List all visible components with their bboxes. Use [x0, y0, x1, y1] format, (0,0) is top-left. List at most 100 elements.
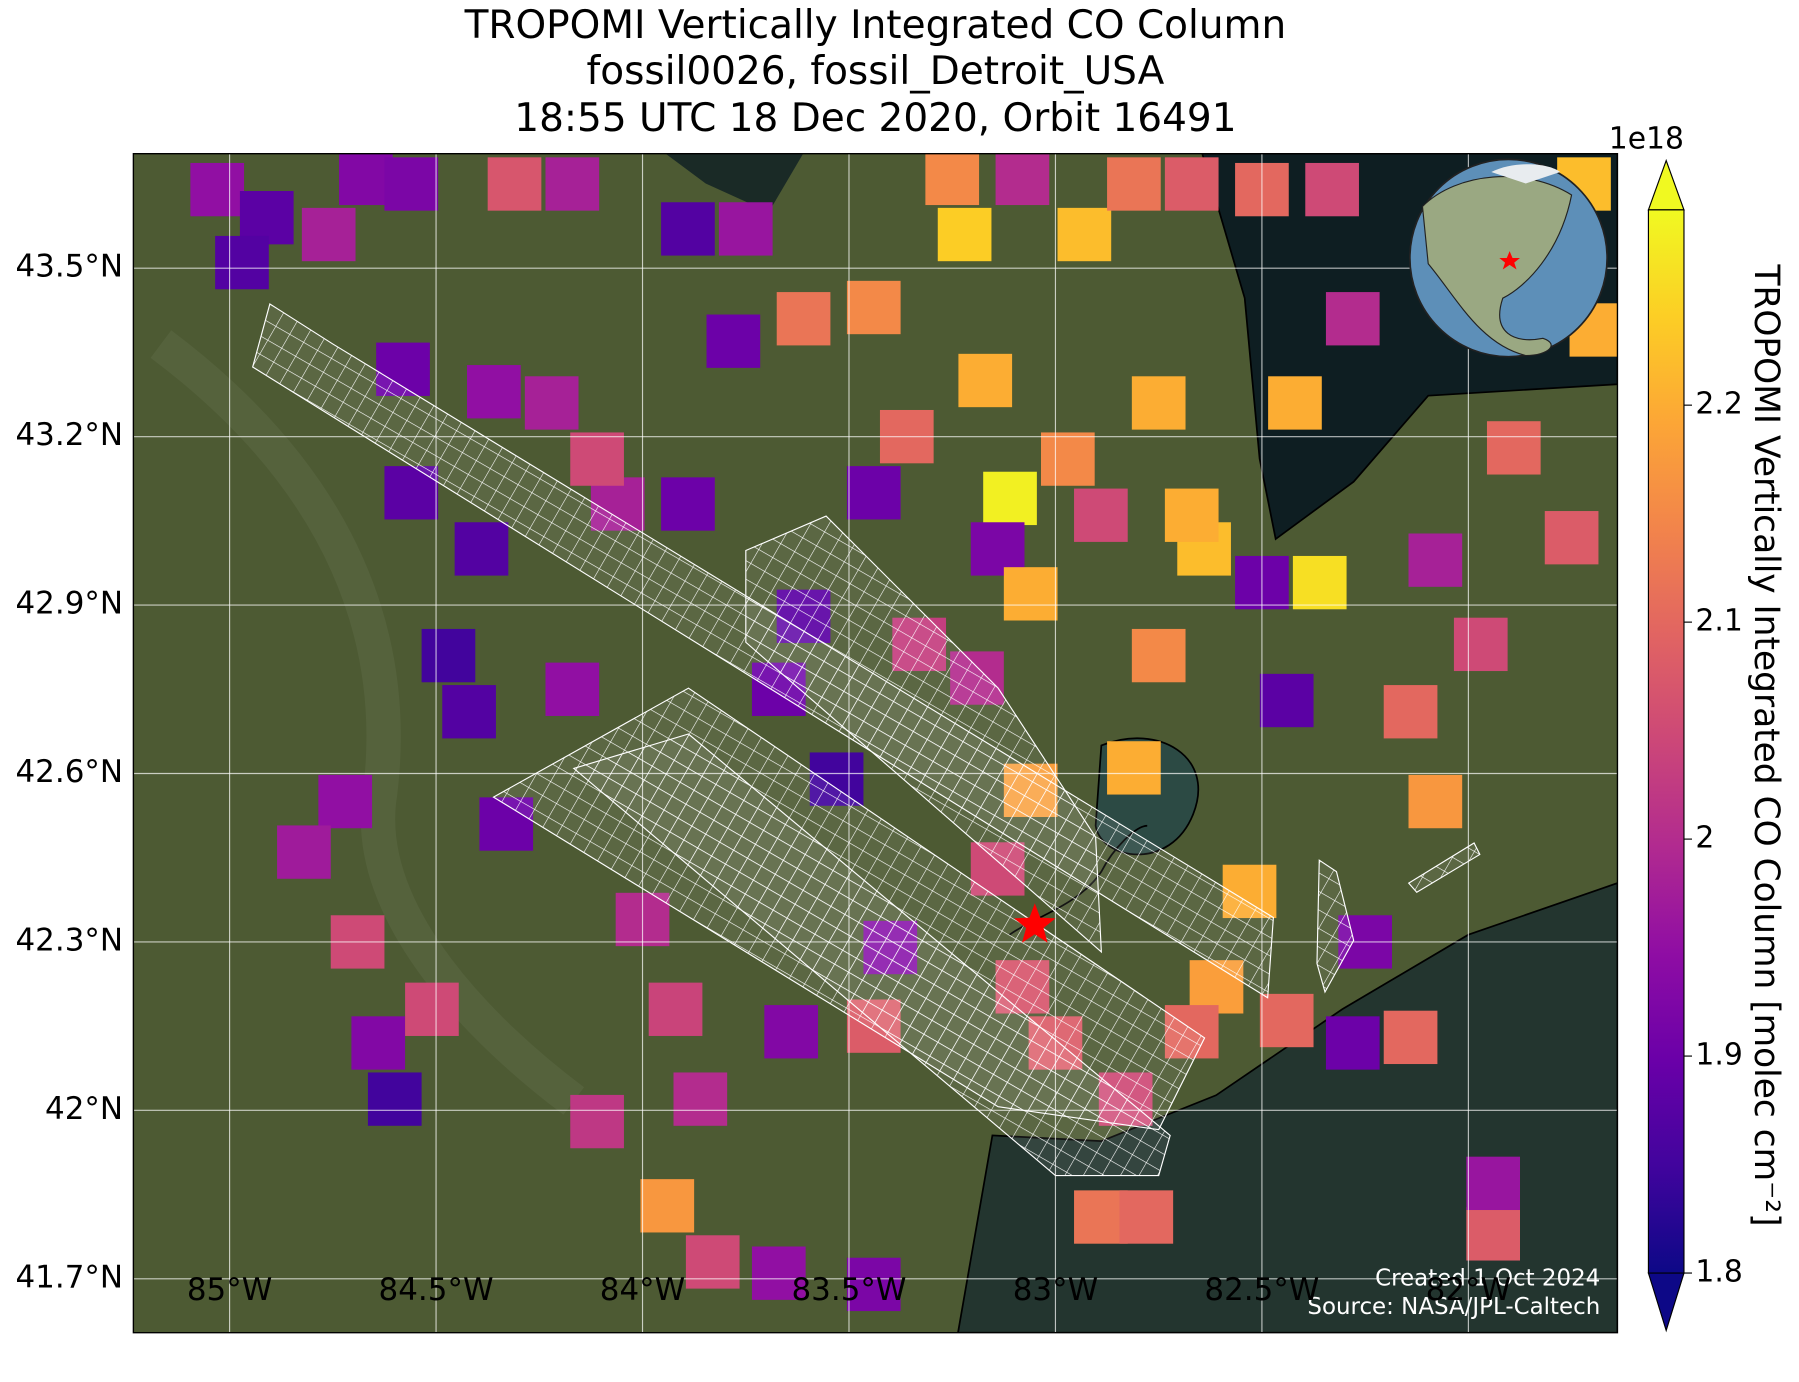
pixel-cell	[1107, 157, 1161, 211]
y-tick-label: 42.9°N	[15, 586, 123, 622]
y-tick-label: 43.5°N	[15, 249, 123, 285]
pixel-cell	[277, 825, 331, 879]
swath	[1407, 842, 1481, 894]
pixel-cell	[1466, 1156, 1521, 1211]
pixel-cell	[1268, 376, 1322, 430]
marker-layer	[1014, 903, 1056, 943]
pixel-cell	[685, 1235, 740, 1289]
pixel-cell	[570, 1094, 624, 1149]
pixel-cell	[1131, 628, 1186, 683]
pixel-cell	[318, 774, 373, 829]
x-tick-label: 83.5°W	[791, 1272, 906, 1308]
pixel-cell	[545, 157, 600, 211]
pixel-cell	[640, 1179, 695, 1233]
x-tick-label: 83°W	[1013, 1272, 1098, 1308]
globe-inset	[1409, 158, 1608, 358]
y-tick-label: 41.7°N	[15, 1259, 123, 1295]
x-tick-label: 84°W	[600, 1272, 685, 1308]
pixel-cell	[215, 235, 269, 290]
pixel-cell	[454, 522, 509, 576]
y-tick-label: 42.6°N	[15, 754, 123, 790]
pixel-cell	[925, 153, 980, 206]
title-line: TROPOMI Vertically Integrated CO Column	[464, 3, 1287, 48]
annotation: Created 1 Oct 2024	[1375, 1265, 1600, 1291]
pixel-cell	[1164, 488, 1219, 542]
y-tick-label: 42°N	[45, 1091, 123, 1127]
pixel-cell	[983, 471, 1037, 526]
x-tick-label: 82°W	[1426, 1272, 1511, 1308]
pixel-cell	[1305, 162, 1359, 217]
swath	[745, 515, 1102, 954]
pixel-cell	[937, 207, 992, 262]
colorbar-extend-min	[1647, 1272, 1685, 1333]
colorbar-tick-label: 1.8	[1695, 1255, 1742, 1290]
pixel-cell	[1119, 1190, 1174, 1244]
pixel-cell	[442, 685, 496, 739]
colorbar: 1e18 TROPOMI Vertically Integrated CO Co…	[1609, 121, 1786, 1333]
pixel-cell	[301, 207, 356, 262]
y-tick-label: 42.3°N	[15, 922, 123, 958]
pixel-cell	[1486, 421, 1541, 475]
pixel-cell	[367, 1072, 422, 1126]
x-tick-label: 84.5°W	[379, 1272, 494, 1308]
pixel-cell	[970, 522, 1025, 576]
pixel-cell	[570, 432, 624, 486]
pixel-cell	[384, 157, 439, 211]
colorbar-offset: 1e18	[1609, 121, 1684, 156]
pixel-cell	[1074, 1190, 1128, 1244]
pixel-cell	[1383, 685, 1438, 739]
swath	[572, 733, 1171, 1177]
pixel-cell	[239, 191, 294, 245]
pixel-cell	[405, 982, 459, 1036]
grid-layer	[133, 153, 1618, 1333]
pixel-cell	[524, 376, 579, 430]
pixel-cell	[467, 365, 521, 419]
pixel-cell	[846, 466, 901, 520]
pixel-cell	[1408, 774, 1463, 829]
pixel-cell	[648, 982, 703, 1036]
pixel-cell	[846, 1257, 901, 1312]
pixel-cell	[1259, 993, 1314, 1048]
pixel-cell	[1408, 533, 1463, 587]
pixel-cell	[190, 162, 245, 217]
pixel-cell	[1383, 1010, 1438, 1065]
pixel-cell	[421, 628, 476, 683]
pixel-cell	[846, 280, 901, 335]
globe-marker	[1499, 251, 1520, 270]
colorbar-label: TROPOMI Vertically Integrated CO Column …	[1746, 263, 1786, 1226]
pixel-cell	[1325, 292, 1380, 346]
swath	[1316, 859, 1355, 994]
pixel-cell	[661, 477, 715, 531]
pixel-cell	[958, 353, 1013, 408]
pixel-cell	[545, 662, 600, 716]
pixel-cell	[1057, 207, 1112, 262]
site-marker	[1014, 903, 1056, 943]
colorbar-tick-label: 1.9	[1695, 1038, 1742, 1073]
pixel-cell	[661, 202, 715, 256]
pixel-cell	[764, 1005, 819, 1059]
map-frame	[132, 152, 1619, 1334]
pixel-cell	[673, 1072, 728, 1126]
pixel-cell	[1107, 741, 1161, 795]
title-line: 18:55 UTC 18 Dec 2020, Orbit 16491	[514, 96, 1236, 141]
saginaw-bay	[665, 153, 804, 213]
x-tick-label: 85°W	[187, 1272, 272, 1308]
annotation: Source: NASA/JPL-Caltech	[1307, 1294, 1600, 1320]
pixel-cell	[1453, 617, 1508, 672]
pixel-cell	[1544, 511, 1599, 565]
pixel-cell	[706, 314, 761, 368]
pixel-cell	[339, 153, 393, 206]
y-tick-label: 43.2°N	[15, 417, 123, 453]
title-line: fossil0026, fossil_Detroit_USA	[587, 49, 1165, 94]
pixel-cell	[751, 1246, 806, 1300]
pixel-cell	[776, 292, 831, 346]
terrain	[150, 330, 585, 1115]
colorbar-body	[1647, 209, 1685, 1274]
pixel-cell	[1131, 376, 1186, 430]
pixel-cell	[1003, 567, 1058, 621]
colorbar-tick-label: 2.1	[1695, 604, 1742, 639]
colorbar-extend-max	[1647, 158, 1685, 211]
colorbar-tick-label: 2.2	[1695, 387, 1742, 422]
pixel-cell	[351, 1016, 406, 1070]
